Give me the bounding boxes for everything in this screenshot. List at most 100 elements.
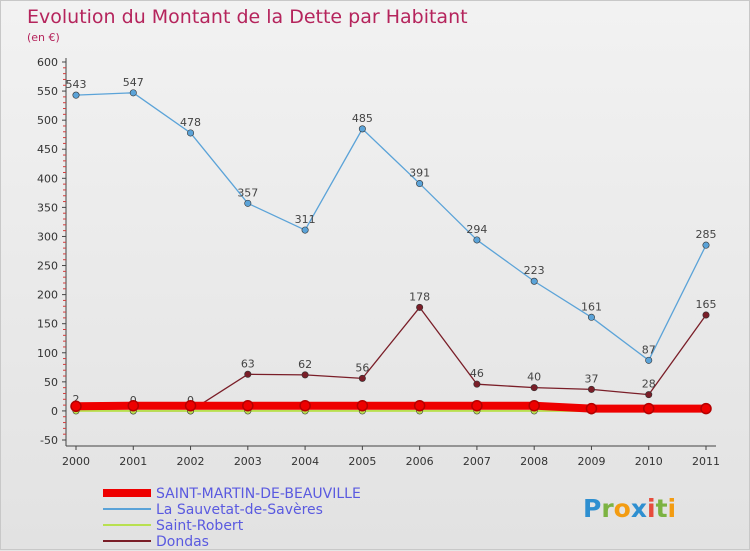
data-point [72, 91, 80, 99]
data-point [244, 199, 252, 207]
data-point [587, 385, 595, 393]
series-layer: 5435474783573114853912942231618728520063… [66, 76, 717, 415]
data-label: 40 [527, 371, 541, 384]
x-tick-label: 2002 [177, 455, 205, 468]
data-point [585, 402, 598, 415]
y-tick-label: 0 [51, 405, 58, 418]
data-point [70, 400, 82, 413]
data-label: 37 [584, 372, 598, 385]
data-label: 543 [66, 78, 87, 91]
y-tick-label: 600 [37, 56, 58, 69]
chart-subtitle: (en €) [27, 31, 60, 44]
x-tick-label: 2006 [406, 455, 434, 468]
data-point [645, 356, 653, 364]
x-tick-label: 2005 [348, 455, 376, 468]
chart-title: Evolution du Montant de la Dette par Hab… [27, 6, 468, 28]
data-label: 63 [241, 357, 255, 370]
data-label: 478 [180, 116, 201, 129]
series-line [75, 306, 707, 412]
data-point [184, 399, 197, 412]
data-point [473, 380, 481, 388]
data-point [413, 399, 426, 412]
legend-label: SAINT-MARTIN-DE-BEAUVILLE [156, 486, 361, 502]
y-tick-label: 400 [37, 172, 58, 185]
data-point [530, 384, 538, 392]
data-point [700, 402, 712, 415]
data-label: 294 [466, 223, 487, 236]
data-point [301, 226, 309, 234]
logo-text: Proxiti [583, 494, 676, 523]
data-label: 87 [642, 343, 656, 356]
x-tick-label: 2009 [577, 455, 605, 468]
data-point [642, 402, 655, 415]
x-tick-label: 2008 [520, 455, 548, 468]
x-tick-label: 2011 [692, 455, 720, 468]
y-tick-label: 200 [37, 289, 58, 302]
data-label: 165 [696, 298, 717, 311]
data-point [299, 399, 311, 412]
data-label: 28 [642, 378, 656, 391]
y-tick-label: 500 [37, 114, 58, 127]
y-tick-label: 100 [37, 347, 58, 360]
data-point [242, 399, 254, 412]
data-point [702, 241, 710, 249]
series-line [75, 92, 707, 361]
data-label: 161 [581, 300, 602, 313]
data-point [473, 236, 481, 244]
data-label: 311 [295, 213, 316, 226]
series-0 [70, 399, 712, 415]
y-tick-label: 350 [37, 201, 58, 214]
data-label: 391 [409, 167, 430, 180]
legend-label: La Sauvetat-de-Savères [156, 502, 323, 518]
data-label: 285 [696, 228, 717, 241]
data-point [645, 391, 653, 399]
legend-label: Saint-Robert [156, 518, 244, 534]
data-point [416, 303, 424, 311]
y-tick-label: 150 [37, 318, 58, 331]
data-point [301, 371, 309, 379]
data-label: 223 [524, 264, 545, 277]
series-3: 20063625617846403728165 [73, 290, 717, 415]
x-tick-label: 2001 [119, 455, 147, 468]
data-label: 46 [470, 367, 484, 380]
x-tick-label: 2010 [635, 455, 663, 468]
y-tick-label: 300 [37, 230, 58, 243]
data-point [416, 180, 424, 188]
data-label: 62 [298, 358, 312, 371]
x-tick-label: 2003 [234, 455, 262, 468]
y-tick-label: 550 [37, 85, 58, 98]
data-point [587, 313, 595, 321]
data-label: 178 [409, 290, 430, 303]
legend-label: Dondas [156, 534, 209, 550]
series-line [72, 401, 710, 413]
data-point [187, 129, 195, 137]
x-tick-label: 2004 [291, 455, 319, 468]
data-point [358, 125, 366, 133]
y-tick-label: 250 [37, 260, 58, 273]
proxiti-logo: Proxiti [583, 494, 676, 523]
data-point [127, 399, 140, 412]
y-tick-label: -50 [40, 434, 58, 447]
data-point [356, 399, 369, 412]
x-tick-label: 2000 [62, 455, 90, 468]
axes: -50 0 50 100 150 200 250 300 350 400 450 500 550 600 2… [37, 56, 720, 468]
y-tick-label: 450 [37, 143, 58, 156]
data-point [530, 277, 538, 285]
y-tick-label: 50 [44, 376, 58, 389]
data-point [471, 399, 483, 412]
data-point [244, 370, 252, 378]
data-label: 485 [352, 112, 373, 125]
data-point [129, 89, 137, 97]
data-label: 357 [237, 186, 258, 199]
data-label: 56 [355, 361, 369, 374]
x-tick-label: 2007 [463, 455, 491, 468]
data-point [528, 399, 540, 412]
series-1: 543 547 478 357 311 485 391 294 223 161 87 285 [66, 76, 717, 364]
data-label: 547 [123, 76, 144, 89]
data-point [358, 374, 366, 382]
data-point [702, 311, 710, 319]
data-label: 2 [73, 393, 80, 406]
